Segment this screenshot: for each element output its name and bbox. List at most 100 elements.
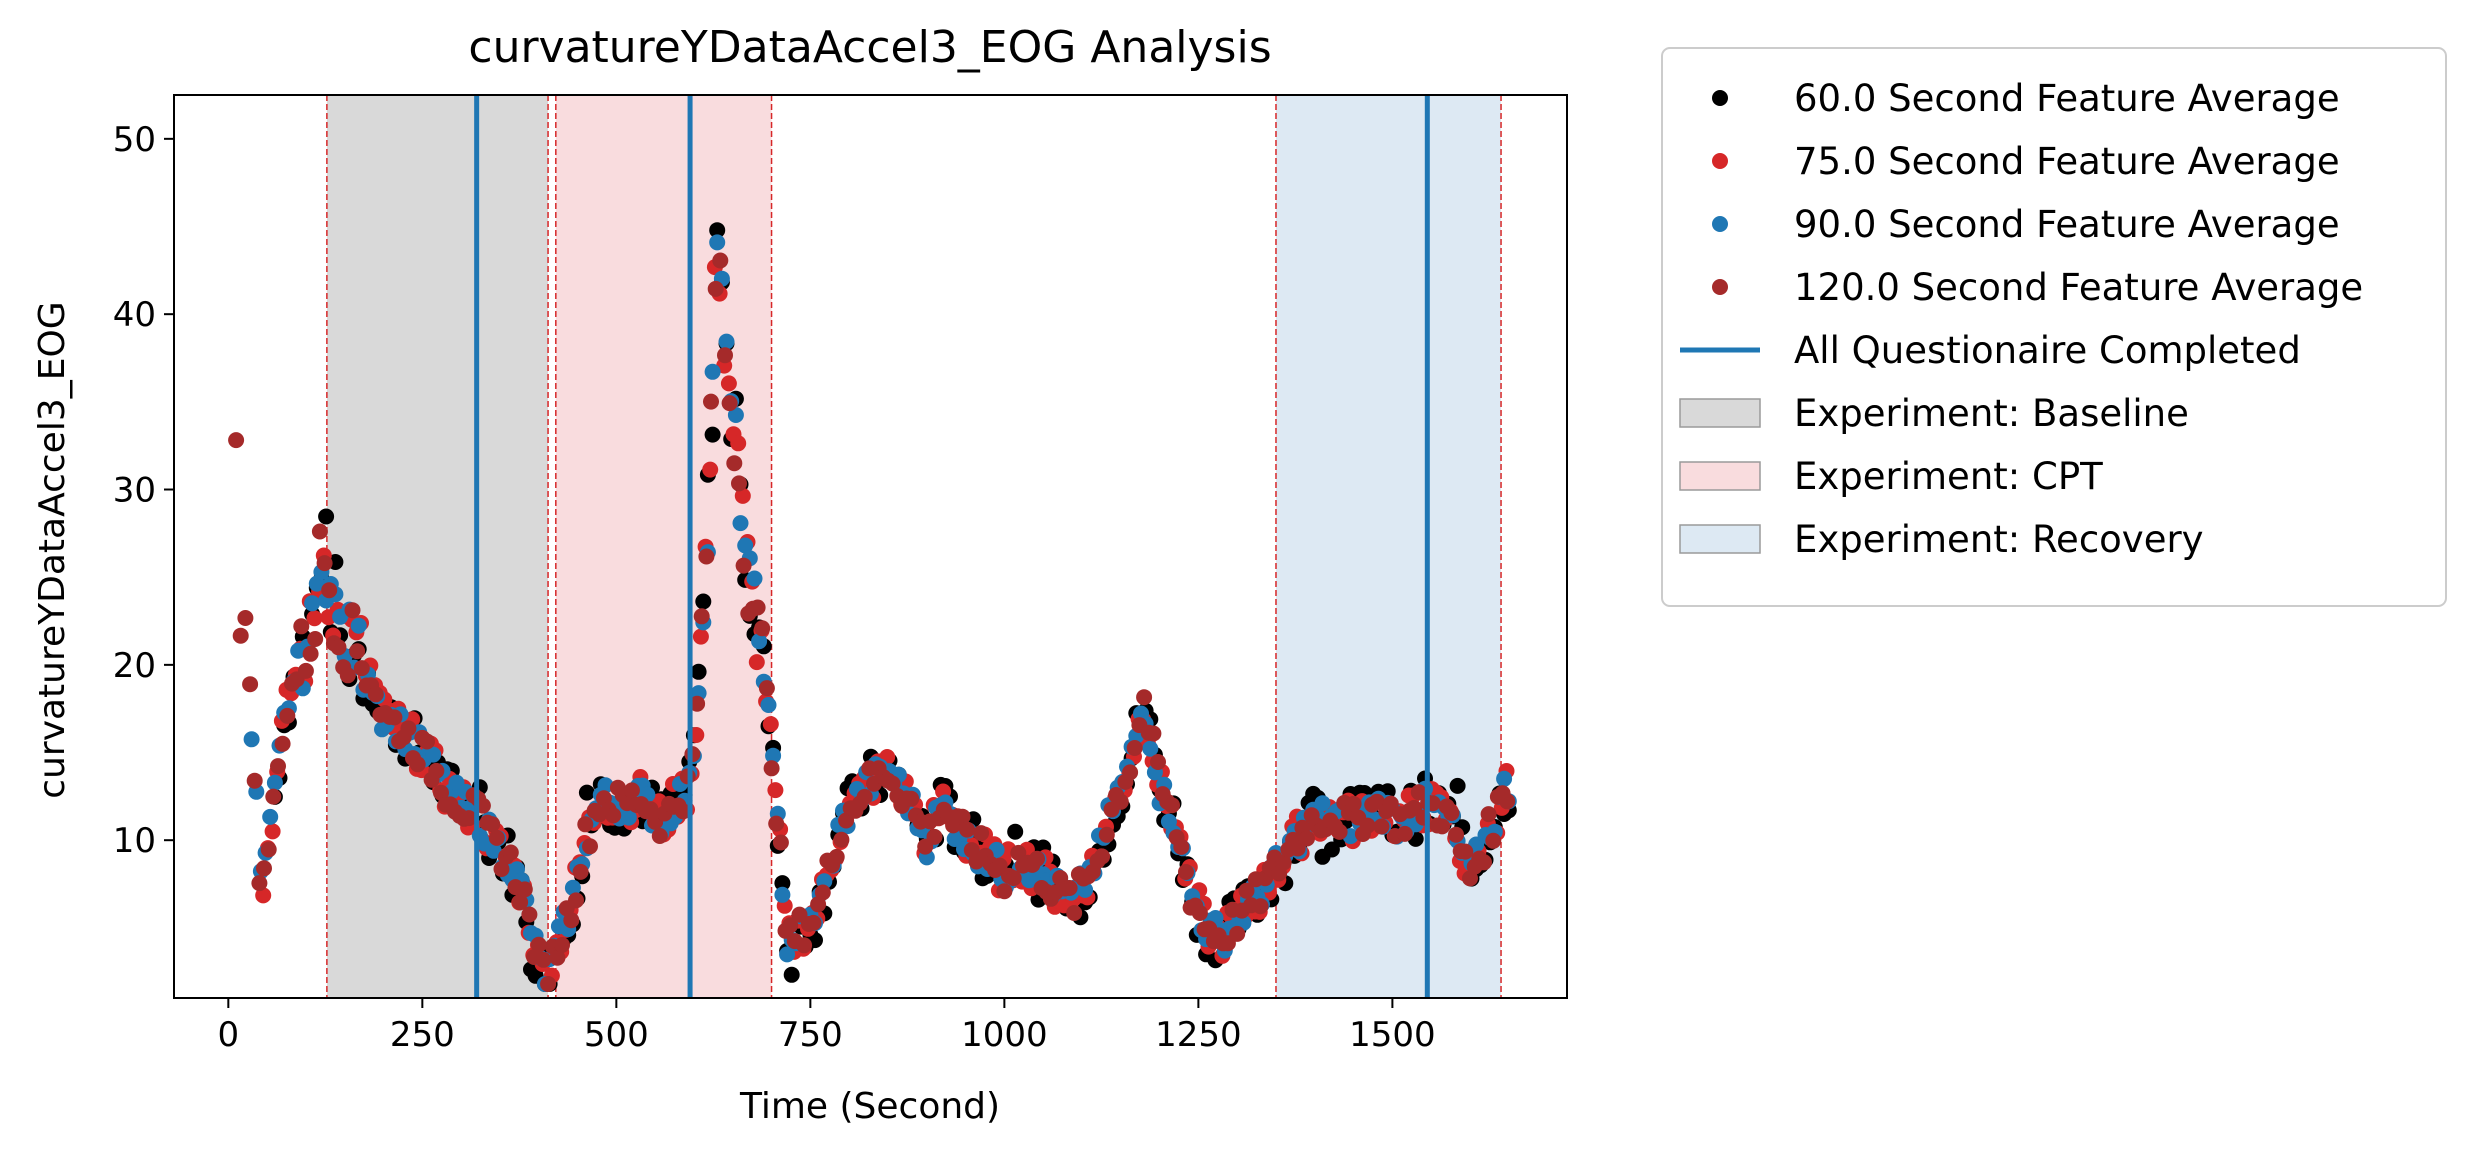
point [237,610,254,626]
legend-entry-5: Experiment: Baseline [1679,392,2189,435]
point [279,707,296,724]
scatter-points [228,222,1517,992]
point [563,912,580,929]
point [746,570,763,587]
point [689,695,706,712]
point [718,333,735,350]
point [318,508,335,525]
point [1396,825,1413,842]
point [307,631,324,647]
y-tick-label: 20 [113,646,156,686]
point [1496,770,1513,787]
point [1061,880,1078,896]
legend-entry-4: All Questionaire Completed [1680,329,2301,372]
legend-patch [1679,524,1761,554]
point [717,347,733,364]
legend-marker [1712,216,1728,232]
point [751,633,768,650]
point [805,914,822,931]
legend-label: Experiment: CPT [1794,455,2103,498]
point [693,608,710,625]
point [243,731,260,748]
point [251,875,268,892]
point [367,686,384,703]
point [488,829,505,846]
legend-label: 60.0 Second Feature Average [1794,77,2340,120]
point [698,548,715,565]
point [712,252,729,269]
point [582,838,598,855]
point [732,515,749,532]
point [344,602,361,619]
point [228,432,245,449]
point [386,709,403,726]
point [304,595,321,612]
point [302,645,319,662]
point [1252,898,1269,915]
y-tick-label: 40 [113,295,156,335]
point [620,809,637,826]
point [321,582,338,599]
point [782,917,799,934]
chart-title: curvatureYDataAccel3_EOG Analysis [468,22,1271,73]
legend-entry-1: 75.0 Second Feature Average [1712,140,2340,183]
point [651,828,668,844]
point [856,788,873,805]
point [1005,870,1022,887]
point [350,617,367,634]
x-tick-label: 0 [218,1015,240,1055]
point [796,937,813,954]
point [264,823,281,840]
point [1457,843,1474,860]
point [1443,805,1460,821]
point [521,906,538,923]
point [903,790,920,807]
legend-label: 75.0 Second Feature Average [1794,140,2340,183]
point [597,777,614,794]
point [1299,830,1315,847]
point [554,937,570,953]
point [748,654,765,671]
point [1178,864,1194,880]
point [1145,725,1162,742]
legend-box [1661,47,2447,607]
point [256,860,272,877]
point [954,808,971,825]
point [1029,850,1045,867]
point [1094,848,1111,865]
x-tick-label: 1250 [1155,1015,1242,1055]
point [814,884,831,901]
point [959,821,976,838]
point [425,746,442,763]
point [734,487,751,504]
point [1410,784,1427,801]
legend-label: All Questionaire Completed [1794,329,2301,372]
point [774,886,791,903]
point [731,475,747,492]
point [828,848,845,865]
y-tick-label: 30 [113,471,156,511]
point [1499,793,1516,810]
point [1126,740,1143,756]
point [758,680,775,697]
point [991,857,1008,874]
point [493,861,510,877]
point [242,676,259,693]
point [926,828,943,845]
point [419,733,435,750]
legend-label: Experiment: Recovery [1794,518,2204,561]
point [1238,882,1255,899]
point [1142,740,1159,757]
point [339,667,356,684]
y-axis-ticks: 10 20 30 40 50 [113,120,174,861]
point [772,834,789,851]
point [265,788,282,805]
point [1434,818,1451,835]
point [353,660,370,677]
point [709,222,726,239]
y-tick-label: 50 [113,120,156,160]
point [768,815,785,832]
point [1191,905,1208,921]
point [1007,823,1024,840]
point [730,435,747,452]
